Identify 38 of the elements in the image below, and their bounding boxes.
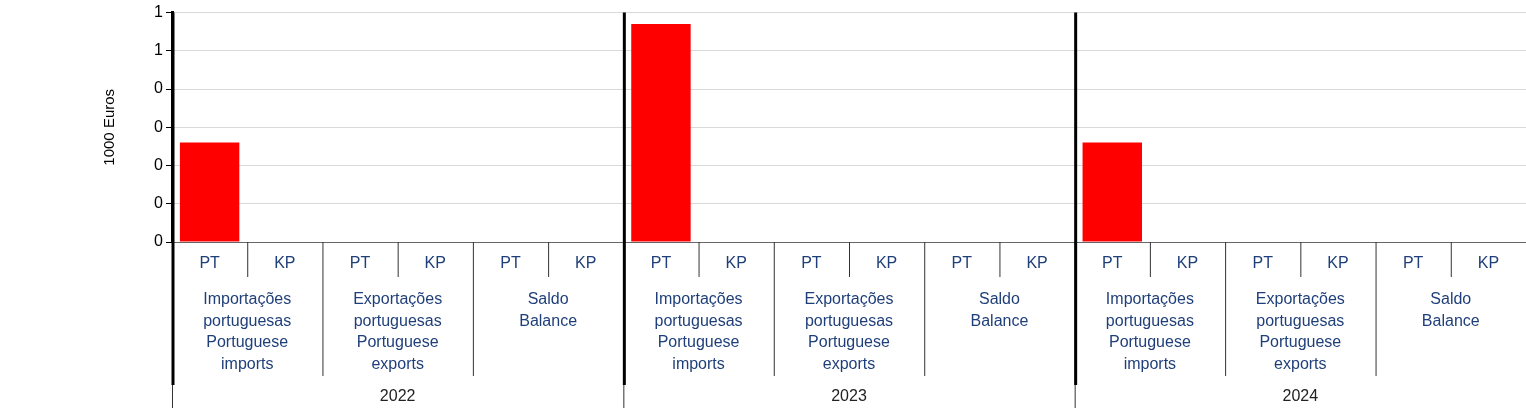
y-axis-title: 1000 Euros bbox=[100, 88, 118, 166]
text: Saldo Balance bbox=[519, 290, 578, 329]
x-tick-label: PT bbox=[951, 254, 973, 272]
x-tick-label: KP bbox=[1176, 254, 1199, 272]
y-tick-label: 1 bbox=[154, 41, 164, 59]
x-tick-label: PT bbox=[1102, 254, 1123, 272]
y-tick-label: 0 bbox=[154, 79, 164, 97]
y-tick-label: 0 bbox=[154, 232, 164, 250]
text: 2023 bbox=[831, 387, 867, 405]
y-tick-label: 0 bbox=[154, 117, 164, 135]
x-tick-label: PT bbox=[500, 254, 521, 272]
x-tick-label: PT bbox=[349, 254, 371, 272]
x-tick-label: PT bbox=[650, 254, 672, 272]
text: Saldo Balance bbox=[1421, 290, 1480, 329]
text: Importações portuguesas Portuguese imports bbox=[203, 290, 292, 372]
text: Importações portuguesas Portuguese imports bbox=[1105, 290, 1194, 372]
text: 2022 bbox=[379, 387, 416, 405]
x-tick-label: PT bbox=[801, 254, 822, 272]
x-tick-label: PT bbox=[199, 254, 221, 272]
x-tick-label: KP bbox=[274, 254, 296, 272]
text: Saldo Balance bbox=[970, 290, 1029, 329]
text: Exportações portuguesas Portuguese exports bbox=[353, 290, 443, 372]
text: 2024 bbox=[1282, 387, 1319, 405]
x-tick-label: PT bbox=[1402, 254, 1424, 272]
y-tick-label: 1 bbox=[154, 3, 164, 21]
y-tick-label: 0 bbox=[154, 155, 164, 173]
text: Importações portuguesas Portuguese imports bbox=[654, 290, 743, 372]
y-tick-label: 0 bbox=[154, 194, 164, 212]
x-tick-label: KP bbox=[1477, 254, 1500, 272]
x-tick-label: KP bbox=[1026, 254, 1048, 272]
x-tick-label: KP bbox=[875, 254, 898, 272]
x-tick-label: PT bbox=[1252, 254, 1274, 272]
x-tick-label: KP bbox=[1327, 254, 1349, 272]
text: Exportações portuguesas Portuguese exports bbox=[1255, 290, 1345, 372]
x-tick-label: KP bbox=[424, 254, 446, 272]
x-tick-label: KP bbox=[725, 254, 747, 272]
x-tick-label: KP bbox=[575, 254, 597, 272]
text: Exportações portuguesas Portuguese exports bbox=[804, 290, 894, 372]
